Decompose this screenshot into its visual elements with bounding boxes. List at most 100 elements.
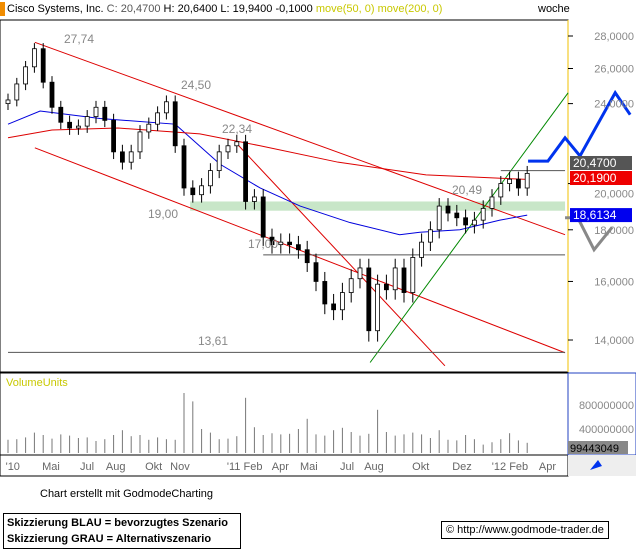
candle-body: [14, 83, 20, 101]
x-tick-label: Dez: [452, 461, 472, 473]
candle-body: [480, 207, 486, 221]
scenario-legend: Skizzierung BLAU = bevorzugtes Szenario …: [3, 513, 241, 549]
candle-body: [243, 141, 249, 202]
candle-body: [507, 178, 513, 184]
ma-line-0: [7, 110, 528, 236]
x-tick-label: Apr: [539, 461, 556, 473]
candle-body: [40, 48, 46, 83]
volume-tick-label: 800000000: [579, 400, 634, 412]
trendline-0: [34, 41, 566, 236]
candle-body: [436, 205, 442, 231]
ma200-label: move(200, 0): [377, 3, 443, 15]
candle-body: [128, 151, 134, 163]
candle-body: [383, 283, 389, 291]
candle-body: [155, 112, 161, 125]
candle-body: [454, 212, 460, 219]
candle-body: [207, 170, 213, 187]
candle-body: [84, 116, 90, 127]
y-tick-label: 24,0000: [594, 99, 634, 111]
candle-body: [471, 219, 477, 226]
candle-body: [172, 101, 178, 147]
annotation-22-34: 22,34: [222, 122, 253, 136]
x-tick-label: '11 Feb: [227, 461, 263, 473]
candle-body: [278, 241, 284, 246]
x-tick-label: Aug: [364, 461, 384, 473]
x-tick-label: Jul: [340, 461, 354, 473]
volume-label: VolumeUnits: [6, 377, 68, 389]
y-tick-label: 20,0000: [594, 189, 634, 201]
x-tick-label: Okt: [412, 461, 429, 473]
candle-body: [331, 303, 337, 311]
scenario-blue-path: [528, 89, 632, 163]
high-value: H: 20,6400: [163, 3, 218, 15]
period-label: woche: [538, 3, 570, 15]
low-value: L: 19,9400: [220, 3, 273, 15]
candle-body: [463, 217, 469, 226]
price-panel: [0, 19, 569, 373]
candle-body: [190, 187, 196, 196]
candle-body: [401, 267, 407, 293]
x-tick-label: '12 Feb: [492, 461, 528, 473]
candle-body: [93, 106, 99, 117]
candle-body: [524, 172, 530, 189]
last-close-badge: 20,4700: [573, 156, 617, 170]
y-tick-label: 26,0000: [594, 64, 634, 76]
candle-body: [419, 241, 425, 258]
candle-body: [445, 205, 451, 214]
ma50-badge: 18,6134: [573, 208, 617, 222]
candle-body: [76, 125, 81, 129]
x-tick-label: Apr: [272, 461, 289, 473]
volume-panel: [0, 372, 569, 456]
annotation-24-50: 24,50: [181, 78, 212, 92]
ma200-badge-bg: [570, 171, 632, 185]
candle-body: [111, 119, 116, 153]
legend-gray: Skizzierung GRAU = Alternativszenario: [7, 533, 212, 545]
candle-body: [49, 81, 55, 108]
chart-credit: Chart erstellt mit GodmodeCharting: [40, 488, 214, 500]
stock-title: Cisco Systems, Inc.: [7, 3, 104, 15]
volume-last-bg: [568, 441, 628, 454]
y-tick-label: 18,0000: [594, 225, 634, 237]
copyright-link[interactable]: © http://www.godmode-trader.de: [441, 521, 609, 539]
ma200-badge: 20,1900: [573, 171, 617, 185]
candle-body: [348, 278, 354, 293]
candle-body: [304, 249, 310, 264]
y-tick-label: 14,0000: [594, 335, 634, 347]
candle-body: [269, 236, 275, 246]
x-tick-label: Aug: [106, 461, 126, 473]
x-tick-label: Jul: [80, 461, 94, 473]
candle-body: [366, 267, 372, 332]
candle-body: [146, 123, 152, 133]
annotation-17-00: 17,00: [248, 237, 279, 251]
candle-body: [5, 99, 11, 105]
x-tick-label: '10: [6, 461, 20, 473]
chart-header: Cisco Systems, Inc. C: 20,4700 H: 20,640…: [0, 0, 636, 19]
candle-body: [260, 196, 266, 238]
candle-body: [392, 267, 398, 291]
x-tick-label: Nov: [170, 461, 190, 473]
candle-body: [313, 262, 319, 282]
close-value: C: 20,4700: [106, 3, 161, 15]
candle-body: [322, 281, 328, 305]
annotation-19-00: 19,00: [148, 207, 179, 221]
candle-body: [32, 48, 37, 68]
candle-body: [67, 121, 72, 129]
candle-body: [225, 145, 231, 153]
last-close-badge-bg: [570, 156, 632, 170]
support-band: [190, 201, 566, 211]
change-value: -0,1000: [275, 3, 313, 15]
candle-body: [137, 131, 143, 153]
header-marker: [0, 2, 5, 16]
annotation-13-61: 13,61: [198, 334, 229, 348]
ma50-badge-bg: [570, 208, 632, 223]
trendline-2: [234, 141, 446, 367]
ma-line-1: [7, 127, 528, 180]
candle-body: [427, 229, 433, 243]
annotation-high: 27,74: [64, 32, 95, 46]
candle-body: [216, 151, 222, 172]
legend-blue: Skizzierung BLAU = bevorzugtes Szenario: [7, 517, 228, 529]
candle-body: [375, 283, 381, 332]
candle-body: [339, 292, 345, 311]
candle-body: [58, 106, 64, 123]
